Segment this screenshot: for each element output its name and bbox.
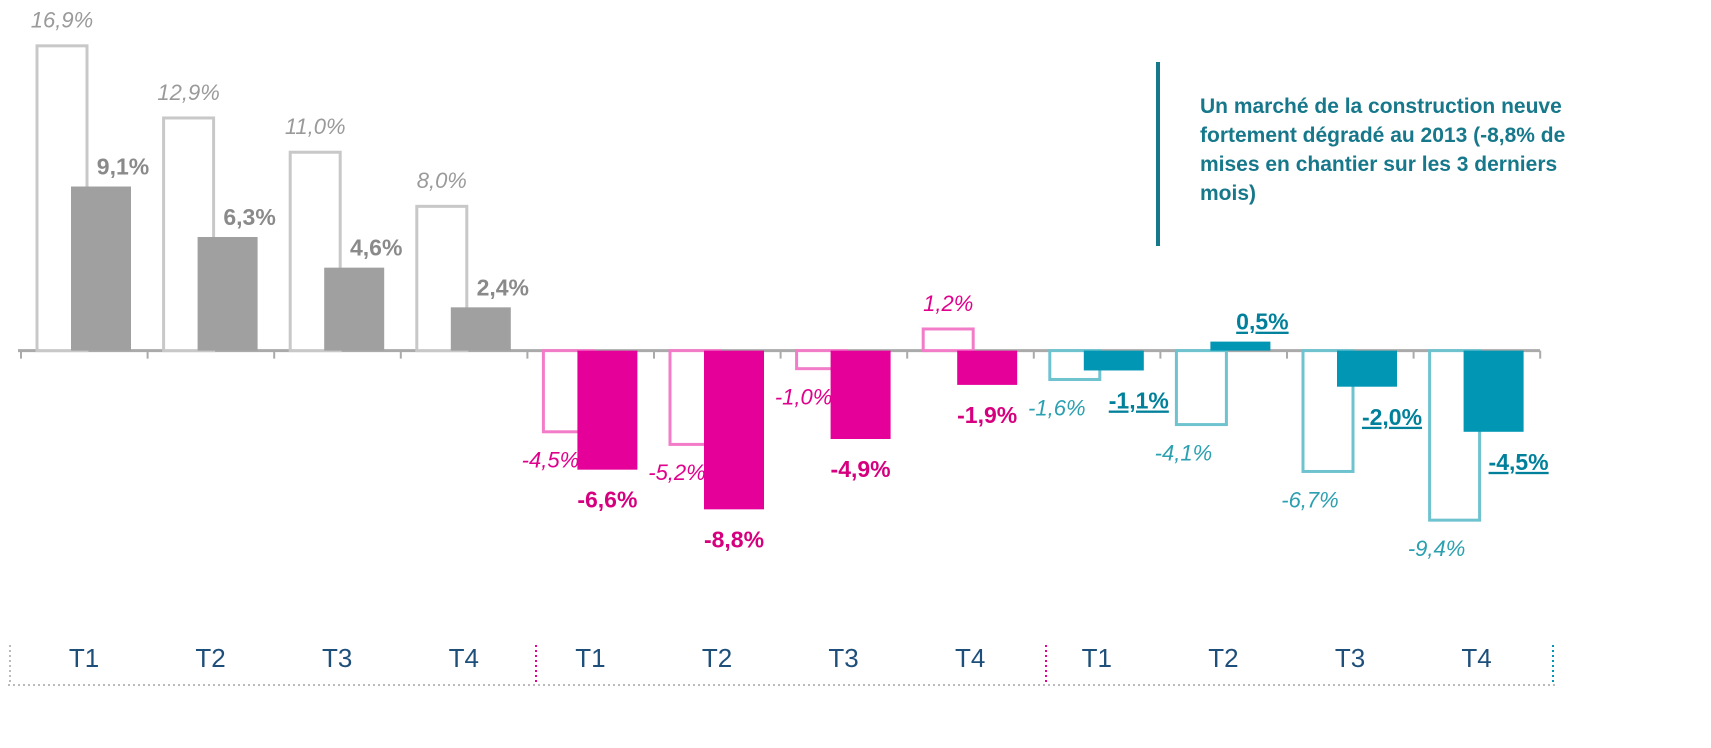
value-label: -9,4% (1408, 536, 1465, 561)
value-label: -5,2% (648, 460, 705, 485)
value-label: -4,1% (1155, 440, 1212, 465)
x-tick-label: T4 (449, 643, 479, 673)
value-label: -4,5% (522, 448, 579, 473)
annotation: Un marché de la construction neuve forte… (1200, 95, 1566, 205)
bar-outline (1174, 349, 1228, 427)
bar-filled (197, 237, 258, 351)
bar-filled (1337, 350, 1397, 387)
x-tick-label: T2 (1208, 643, 1238, 673)
x-tick-label: T4 (1461, 643, 1491, 673)
x-tick-label: T4 (955, 643, 985, 673)
bar-filled (450, 307, 511, 351)
bar-filled (324, 267, 385, 351)
value-label: -1,0% (775, 384, 832, 409)
value-label: -6,7% (1281, 487, 1338, 512)
bar-filled (704, 350, 764, 510)
x-tick-label: T1 (69, 643, 99, 673)
bar-filled (1463, 350, 1524, 432)
value-label: -4,5% (1489, 449, 1549, 475)
value-label: 4,6% (350, 235, 402, 261)
x-tick-label: T2 (702, 643, 732, 673)
bar-filled (957, 350, 1018, 385)
value-label: -1,9% (957, 402, 1017, 428)
value-label: -1,1% (1109, 388, 1169, 414)
value-label: -1,6% (1028, 395, 1085, 420)
value-label: -6,6% (577, 487, 637, 513)
x-tick-label: T1 (1082, 643, 1112, 673)
value-label: 8,0% (417, 168, 467, 193)
annotation-box: Un marché de la construction neuve forte… (1200, 95, 1566, 205)
bar-filled (577, 350, 638, 470)
value-label: 9,1% (97, 154, 149, 180)
value-label: 1,2% (923, 291, 973, 316)
value-label: -4,9% (831, 456, 891, 482)
group-frames (8, 645, 1555, 686)
value-label: -8,8% (704, 526, 764, 552)
value-label: 2,4% (477, 274, 529, 300)
value-label: 16,9% (31, 8, 93, 33)
value-label: 6,3% (223, 204, 275, 230)
bar-outline (288, 150, 342, 353)
x-tick-label: T3 (1335, 643, 1365, 673)
bar-filled (1083, 350, 1144, 371)
value-label: 11,0% (285, 114, 346, 139)
bar-filled (1210, 341, 1271, 351)
value-label: -2,0% (1362, 404, 1422, 430)
bar-filled (71, 186, 131, 351)
x-tick-label: T2 (195, 643, 225, 673)
value-label: 0,5% (1236, 309, 1288, 335)
x-tick-label: T3 (322, 643, 352, 673)
value-label: 12,9% (157, 80, 219, 105)
bar-filled (830, 350, 891, 439)
x-tick-label: T3 (828, 643, 858, 673)
bar-outline (921, 327, 975, 353)
x-tick-label: T1 (575, 643, 605, 673)
